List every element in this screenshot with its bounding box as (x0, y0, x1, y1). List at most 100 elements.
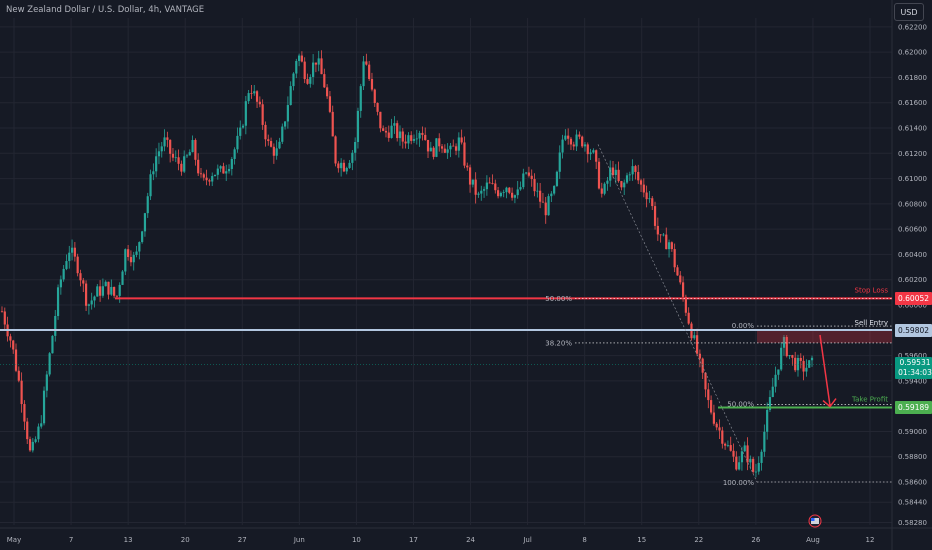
stop-loss-price-tag: 0.60052 (895, 291, 932, 305)
candle-body (735, 456, 738, 470)
fib-382-label: 38.20% (545, 339, 572, 347)
drawings: Stop Loss 50.00% Sell Entry 0.00% 38.20% Take… (0, 144, 892, 528)
candle-body (247, 93, 250, 102)
candle-body (482, 189, 486, 191)
candle-body (269, 141, 273, 147)
candle-body (533, 179, 536, 192)
candle-body (141, 231, 144, 243)
price-tick-label: 0.61200 (898, 150, 927, 158)
time-tick-label: 27 (238, 536, 247, 544)
candle-body (454, 146, 458, 151)
time-tick-label: 10 (352, 536, 361, 544)
candle-body (107, 281, 110, 295)
candle-body (208, 180, 211, 182)
candle-body (171, 153, 175, 158)
candle-body (396, 123, 399, 139)
candle-body (79, 273, 82, 281)
candle-body (26, 421, 29, 440)
candle-body (718, 427, 721, 431)
candle-body (188, 152, 191, 156)
candle-body (511, 192, 514, 198)
candle-body (620, 181, 623, 188)
candle-body (477, 193, 480, 195)
candle-body (802, 360, 805, 372)
candle-body (771, 386, 774, 398)
candle-body (211, 176, 214, 182)
candle-body (300, 55, 303, 62)
candle-body (485, 182, 488, 190)
candle-body (749, 458, 752, 463)
candle-body (564, 135, 567, 140)
candle-body (101, 286, 104, 296)
candle-body (59, 279, 62, 288)
time-axis[interactable]: May 7 13 20 27 Jun 10 17 24 Jul 8 15 22 26 Aug 12 (7, 536, 875, 544)
candle-body (780, 347, 783, 370)
candles (0, 50, 814, 478)
candle-body (656, 225, 659, 235)
time-tick-label: Jun (293, 536, 305, 544)
time-tick-label: Jul (522, 536, 532, 544)
time-tick-label: 13 (124, 536, 133, 544)
candle-body (180, 163, 183, 172)
candle-body (152, 171, 155, 175)
arrow-head (822, 398, 837, 408)
currency-button[interactable]: USD (894, 3, 924, 21)
candle-body (368, 64, 371, 79)
candle-body (740, 451, 744, 463)
time-tick-label: 24 (466, 536, 475, 544)
candle-body (782, 337, 786, 348)
price-tick-label: 0.60000 (898, 302, 927, 310)
candle-body (23, 404, 26, 422)
candle-body (421, 132, 424, 135)
candle-body (199, 173, 203, 175)
candle-body (435, 138, 438, 157)
candle-body (227, 168, 231, 172)
candle-body (712, 412, 716, 424)
time-tick-label: 8 (582, 536, 586, 544)
price-tick-label: 0.61000 (898, 175, 927, 183)
candle-body (502, 192, 505, 193)
candle-body (205, 177, 208, 181)
candle-body (452, 145, 455, 147)
candle-body (359, 86, 362, 111)
candle-body (337, 163, 340, 169)
candle-body (614, 169, 617, 176)
symbol-title: New Zealand Dollar / U.S. Dollar, 4h, VA… (6, 5, 205, 15)
candle-body (645, 192, 648, 200)
candle-body (558, 152, 561, 172)
candle-body (578, 134, 581, 137)
candle-body (743, 445, 746, 452)
arrow-shaft (819, 334, 831, 406)
candle-body (418, 132, 421, 139)
candle-body (480, 190, 483, 194)
candle-body (583, 144, 587, 147)
candle-body (174, 157, 177, 159)
candle-body (673, 249, 676, 268)
candle-body (73, 247, 76, 257)
candle-body (51, 335, 54, 354)
candle-body (384, 130, 388, 133)
candle-body (432, 147, 435, 157)
price-tick-label: 0.59000 (898, 428, 927, 436)
candle-body (370, 78, 374, 90)
candle-body (160, 146, 163, 152)
price-tick-label: 0.62000 (898, 49, 927, 57)
candle-body (499, 192, 502, 197)
candle-body (197, 159, 200, 174)
candle-body (561, 139, 564, 153)
fib-50-lower-label: 50.00% (727, 401, 754, 409)
candle-body (595, 150, 598, 162)
price-axis[interactable]: 0.62200 0.62000 0.61800 0.61600 0.61400 0.612… (898, 23, 927, 527)
price-tick-label: 0.60200 (898, 276, 927, 284)
candle-body (194, 139, 197, 160)
price-tick-label: 0.61600 (898, 99, 927, 107)
bar-countdown: 01:34:03 (898, 368, 932, 378)
candle-body (404, 141, 407, 144)
candle-body (788, 355, 791, 357)
candle-body (525, 172, 528, 174)
candle-body (572, 144, 575, 147)
candle-body (275, 148, 278, 156)
candle-body (17, 370, 20, 381)
